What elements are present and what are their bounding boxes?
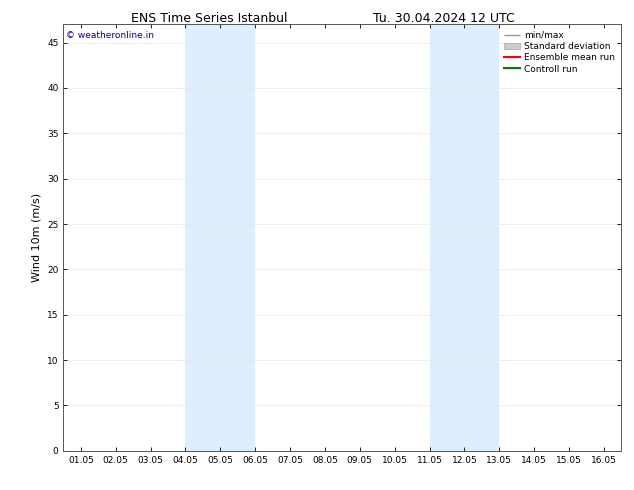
Bar	[429, 24, 500, 451]
Text: ENS Time Series Istanbul: ENS Time Series Istanbul	[131, 12, 287, 25]
Legend: min/max, Standard deviation, Ensemble mean run, Controll run: min/max, Standard deviation, Ensemble me…	[502, 29, 617, 75]
Y-axis label: Wind 10m (m/s): Wind 10m (m/s)	[32, 193, 41, 282]
Text: © weatheronline.in: © weatheronline.in	[66, 31, 154, 40]
Text: Tu. 30.04.2024 12 UTC: Tu. 30.04.2024 12 UTC	[373, 12, 515, 25]
Bar	[185, 24, 255, 451]
